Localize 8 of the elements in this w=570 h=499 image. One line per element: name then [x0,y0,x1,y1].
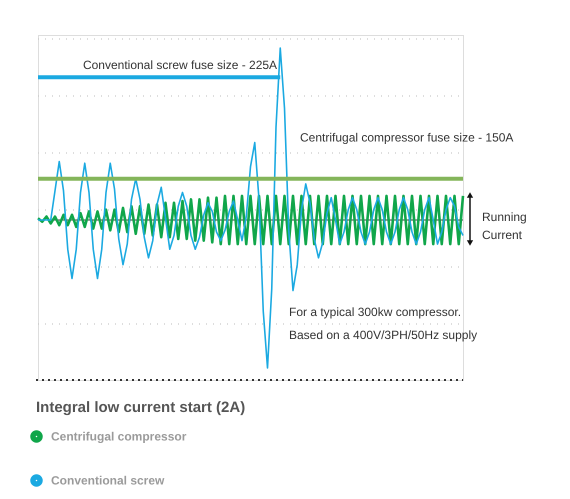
text: Running Current [482,210,527,242]
legend-label: Centrifugal compressor [51,430,187,444]
text: Integral low current start (2A) [36,399,246,416]
annotation: For a typical 300kw compressor. [289,305,462,319]
annotation: Based on a 400V/3PH/50Hz supply [289,328,478,342]
legend-label: Conventional screw [51,474,166,488]
ref-line-label: Conventional screw fuse size - 225A [82,58,278,72]
ref-line-label: Centrifugal compressor fuse size - 150A [300,130,514,145]
